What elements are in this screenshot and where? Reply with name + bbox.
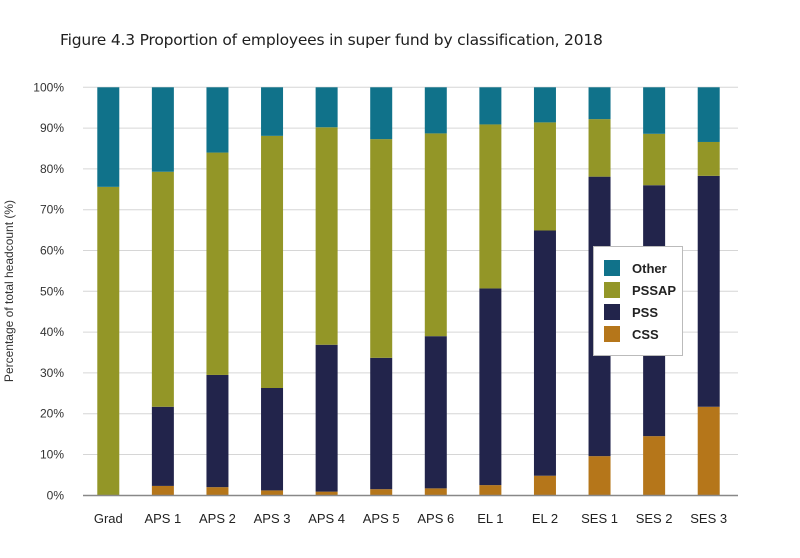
bar-css-ses1 <box>588 456 611 496</box>
y-tick-label: 80% <box>40 162 64 176</box>
legend-item-css: CSS <box>604 323 682 345</box>
legend-label: Other <box>632 260 667 276</box>
bar-pss-aps6 <box>424 336 447 489</box>
bar-css-el2 <box>533 475 556 496</box>
bar-other-aps4 <box>315 87 338 128</box>
bar-css-ses2 <box>643 436 666 496</box>
bar-pss-ses3 <box>697 175 720 407</box>
x-tick-label: SES 2 <box>636 511 673 526</box>
x-tick-label: APS 1 <box>144 511 181 526</box>
x-tick-label: SES 3 <box>690 511 727 526</box>
legend-label: PSSAP <box>632 282 677 298</box>
y-tick-label: 20% <box>40 407 64 421</box>
bar-css-aps1 <box>151 485 174 496</box>
bar-pssap-aps4 <box>315 127 338 345</box>
x-tick-label: EL 2 <box>532 511 558 526</box>
y-tick-label: 90% <box>40 121 64 135</box>
bar-pssap-aps3 <box>261 135 284 388</box>
bar-other-aps1 <box>151 87 174 172</box>
bar-pss-aps4 <box>315 344 338 492</box>
legend-swatch <box>604 304 620 320</box>
bar-other-aps2 <box>206 87 229 153</box>
legend-swatch <box>604 260 620 276</box>
bar-pssap-ses2 <box>643 133 666 186</box>
legend-label: PSS <box>632 304 659 320</box>
bar-css-aps3 <box>261 490 284 496</box>
bar-pssap-el1 <box>479 124 502 289</box>
bar-pssap-ses3 <box>697 141 720 176</box>
x-axis-ticks: Grad APS 1 APS 2 APS 3 APS 4 APS 5 APS 6 EL 1 EL… <box>94 511 727 526</box>
bar-pss-aps3 <box>261 387 284 491</box>
bar-css-el1 <box>479 485 502 496</box>
bar-css-aps2 <box>206 487 229 496</box>
bar-pss-el2 <box>533 230 556 476</box>
legend: Other PSSAP PSS CSS <box>593 246 683 356</box>
x-tick-label: APS 6 <box>417 511 454 526</box>
legend-item-pssap: PSSAP <box>604 279 682 301</box>
bar-other-el2 <box>533 87 556 123</box>
y-tick-label: 0% <box>47 488 65 502</box>
chart-title: Figure 4.3 Proportion of employees in su… <box>60 31 603 49</box>
y-tick-label: 100% <box>33 80 64 94</box>
x-tick-label: SES 1 <box>581 511 618 526</box>
x-tick-label: Grad <box>94 511 123 526</box>
bar-other-ses3 <box>697 87 720 142</box>
bar-pssap-ses1 <box>588 119 611 177</box>
y-axis-label: Percentage of total headcount (%) <box>2 200 16 382</box>
bar-css-aps6 <box>424 488 447 496</box>
bar-pss-el1 <box>479 288 502 486</box>
y-tick-label: 60% <box>40 244 64 258</box>
bar-pssap-aps5 <box>370 139 393 358</box>
bar-other-ses2 <box>643 87 666 134</box>
bar-pssap-aps2 <box>206 152 229 375</box>
legend-item-pss: PSS <box>604 301 682 323</box>
bar-css-ses3 <box>697 406 720 496</box>
bar-other-grad <box>97 87 120 187</box>
bar-other-aps5 <box>370 87 393 140</box>
bar-pssap-aps6 <box>424 133 447 337</box>
x-tick-label: EL 1 <box>477 511 503 526</box>
bar-pss-aps2 <box>206 374 229 488</box>
legend-swatch <box>604 282 620 298</box>
bar-other-aps6 <box>424 87 447 134</box>
x-tick-label: APS 2 <box>199 511 236 526</box>
bar-css-aps4 <box>315 491 338 496</box>
y-tick-label: 70% <box>40 203 64 217</box>
bar-pss-aps1 <box>151 406 174 486</box>
legend-label: CSS <box>632 326 659 342</box>
x-tick-label: APS 5 <box>363 511 400 526</box>
bar-pssap-grad <box>97 186 120 496</box>
y-tick-label: 40% <box>40 325 64 339</box>
x-tick-label: APS 4 <box>308 511 345 526</box>
y-tick-label: 10% <box>40 448 64 462</box>
x-tick-label: APS 3 <box>254 511 291 526</box>
legend-item-other: Other <box>604 257 682 279</box>
bar-pss-aps5 <box>370 357 393 490</box>
y-tick-label: 30% <box>40 366 64 380</box>
bar-other-el1 <box>479 87 502 125</box>
bar-other-aps3 <box>261 87 284 136</box>
bar-pssap-el2 <box>533 122 556 231</box>
legend-swatch <box>604 326 620 342</box>
bar-pssap-aps1 <box>151 171 174 407</box>
y-tick-label: 50% <box>40 284 64 298</box>
bar-other-ses1 <box>588 87 611 120</box>
y-axis-ticks: 0% 10% 20% 30% 40% 50% 60% 70% 80% 90% 100% <box>33 80 64 502</box>
bar-css-aps5 <box>370 489 393 496</box>
